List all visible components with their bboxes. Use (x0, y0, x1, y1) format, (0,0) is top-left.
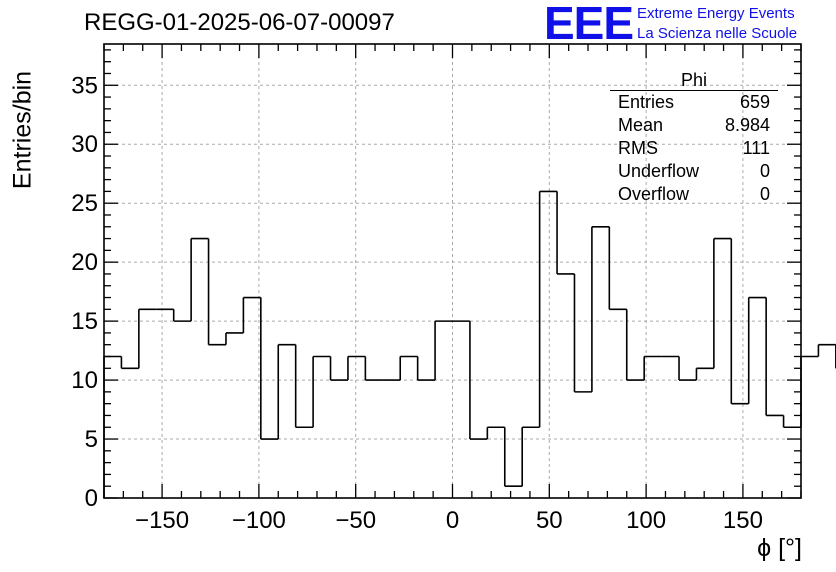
y-tick-label: 30 (71, 131, 98, 158)
stats-row-underflow: Underflow 0 (610, 160, 778, 183)
y-tick-label: 15 (71, 308, 98, 335)
y-tick-label: 5 (85, 426, 98, 453)
logo-line-1: Extreme Energy Events (637, 5, 795, 22)
x-axis-label: ϕ [°] (757, 534, 802, 562)
stats-label: RMS (618, 138, 658, 158)
stats-row-rms: RMS 111 (610, 137, 778, 160)
stats-box: Phi Entries 659 Mean 8.984 RMS 111 Under… (610, 70, 778, 206)
stats-value: 0 (759, 161, 770, 181)
stats-value: 0 (759, 184, 770, 204)
x-tick-label: −150 (135, 507, 189, 534)
stats-row-overflow: Overflow 0 (610, 183, 778, 206)
stats-value: 111 (742, 138, 770, 158)
x-tick-label: 0 (446, 507, 459, 534)
y-tick-label: 35 (71, 72, 98, 99)
stats-label: Overflow (618, 184, 690, 204)
chart-title: REGG-01-2025-06-07-00097 (84, 9, 395, 36)
stats-label: Mean (618, 115, 664, 135)
x-tick-label: 100 (626, 507, 666, 534)
stats-label: Entries (618, 92, 675, 112)
eee-logo-text: Extreme Energy Events La Scienza nelle S… (637, 4, 797, 44)
y-tick-label: 10 (71, 367, 98, 394)
y-tick-label: 0 (85, 485, 98, 512)
y-tick-label: 20 (71, 249, 98, 276)
stats-title: Phi (610, 70, 778, 91)
stats-value: 659 (739, 92, 770, 112)
x-tick-label: −50 (335, 507, 376, 534)
eee-logo: EEE (544, 0, 634, 49)
stats-row-entries: Entries 659 (610, 91, 778, 114)
stats-value: 8.984 (724, 115, 770, 135)
stats-row-mean: Mean 8.984 (610, 114, 778, 137)
x-tick-label: 50 (536, 507, 563, 534)
x-tick-label: 150 (723, 507, 763, 534)
logo-line-2: La Scienza nelle Scuole (637, 25, 798, 42)
y-tick-label: 25 (71, 190, 98, 217)
x-tick-label: −100 (232, 507, 286, 534)
stats-label: Underflow (618, 161, 700, 181)
